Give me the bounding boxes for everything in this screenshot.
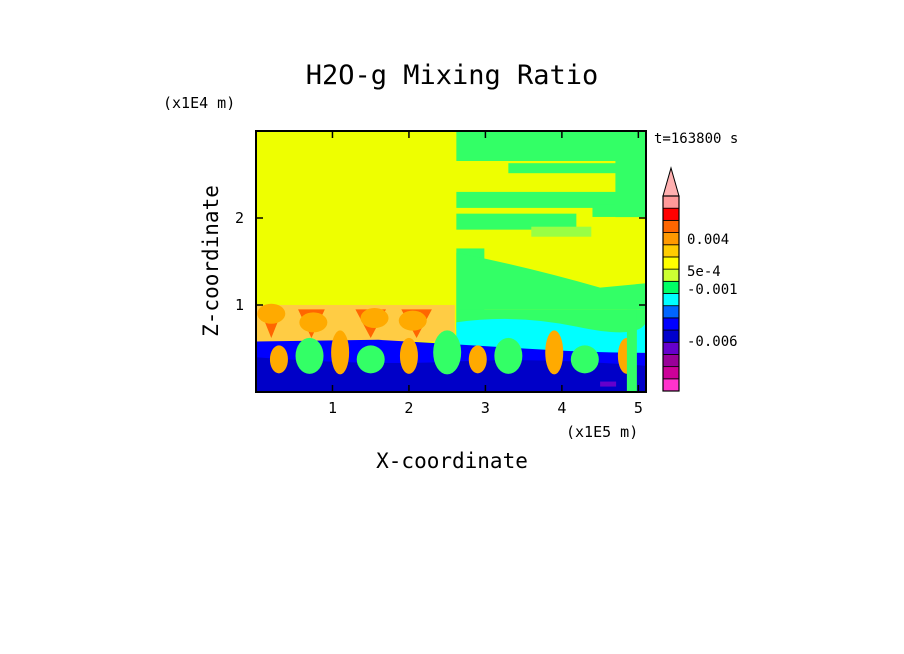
colorbar-swatch: [662, 366, 680, 380]
contour-band: [356, 345, 385, 374]
contour-band: [570, 345, 599, 374]
contour-band: [468, 345, 487, 374]
time-label: t=163800 s: [654, 131, 738, 147]
contour-band: [456, 252, 646, 310]
y-unit-label: (x1E4 m): [163, 94, 235, 112]
colorbar-swatch: [662, 354, 680, 368]
colorbar-swatch: [662, 268, 680, 282]
colorbar-label-2: -0.001: [687, 282, 738, 298]
colorbar-label-3: -0.006: [687, 334, 738, 350]
colorbar-swatch: [662, 305, 680, 319]
x-unit-label: (x1E5 m): [566, 423, 638, 441]
contour-band: [257, 303, 286, 324]
contour-band: [456, 213, 577, 230]
plot-frame: [255, 130, 647, 393]
chart-title: H2O-g Mixing Ratio: [306, 60, 599, 91]
x-tick-label: 4: [557, 399, 566, 417]
colorbar-label-1: 5e-4: [687, 264, 721, 280]
y-tick-label: 1: [235, 296, 244, 314]
colorbar-swatch: [662, 293, 680, 307]
colorbar-swatch: [662, 317, 680, 331]
colorbar-extend-arrow: [662, 166, 680, 197]
contour-band: [398, 310, 427, 331]
contour-band: [456, 131, 646, 161]
y-tick-label: 2: [235, 209, 244, 227]
heatmap-field: [256, 131, 646, 392]
axis-ticks: 1 2 3 4 5 1 2: [235, 131, 646, 417]
contour-band: [399, 337, 418, 374]
contour-band: [600, 381, 617, 387]
colorbar-swatch: [662, 378, 680, 392]
contour-band: [531, 226, 592, 237]
contour-band: [494, 337, 523, 374]
contour-band: [626, 309, 637, 392]
colorbar-frame: [662, 195, 680, 392]
contour-band: [456, 191, 646, 208]
contour-band: [508, 163, 646, 174]
colorbar-swatch: [662, 280, 680, 294]
contour-band: [545, 330, 564, 375]
contour-band: [269, 345, 288, 374]
contour-band: [615, 157, 646, 218]
colorbar: [662, 166, 680, 392]
colorbar-swatch: [662, 232, 680, 246]
y-axis-label: Z-coordinate: [199, 185, 223, 337]
colorbar-label-0: 0.004: [687, 232, 729, 248]
contour-band: [331, 330, 350, 375]
x-axis-label: X-coordinate: [376, 449, 528, 473]
colorbar-swatch: [662, 195, 680, 209]
contour-band: [299, 312, 328, 333]
x-tick-label: 2: [404, 399, 413, 417]
x-tick-label: 3: [481, 399, 490, 417]
contour-band: [360, 308, 389, 329]
colorbar-swatch: [662, 256, 680, 270]
colorbar-swatch: [662, 244, 680, 258]
x-tick-label: 5: [634, 399, 643, 417]
x-tick-label: 1: [328, 399, 337, 417]
colorbar-swatch: [662, 329, 680, 343]
colorbar-swatch: [662, 219, 680, 233]
colorbar-swatch: [662, 207, 680, 221]
contour-band: [295, 337, 324, 374]
contour-band: [433, 330, 462, 375]
colorbar-swatch: [662, 341, 680, 355]
